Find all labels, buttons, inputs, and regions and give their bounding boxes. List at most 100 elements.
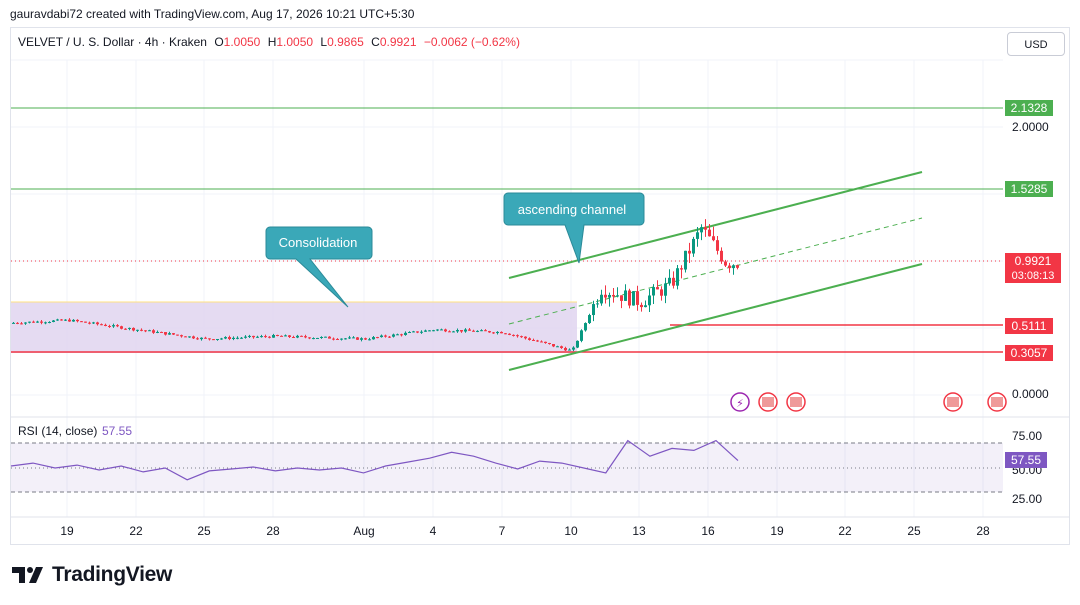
ascending-channel-callout[interactable]: ascending channel xyxy=(503,192,645,264)
candle xyxy=(408,331,411,333)
candles xyxy=(12,219,739,352)
candle xyxy=(44,322,47,324)
candle xyxy=(348,337,351,339)
rsi-tick-25: 25.00 xyxy=(1012,492,1042,506)
candle xyxy=(668,277,671,284)
candle xyxy=(76,319,79,322)
candle xyxy=(112,325,115,327)
lightning-event-icon[interactable] xyxy=(730,392,750,412)
symbol-name[interactable]: VELVET / U. S. Dollar · 4h · Kraken xyxy=(18,35,207,49)
time-tick-5: 4 xyxy=(430,524,437,538)
candle xyxy=(296,335,299,338)
candle xyxy=(480,330,483,332)
candle xyxy=(100,324,103,326)
candle xyxy=(244,336,247,338)
candle xyxy=(384,335,387,337)
candle xyxy=(704,227,707,230)
candle xyxy=(672,277,675,286)
candle xyxy=(300,335,303,337)
candle xyxy=(420,331,423,333)
time-axis[interactable]: 19 22 25 28 Aug 4 7 10 13 16 19 22 25 28 xyxy=(60,524,990,538)
candle xyxy=(412,331,415,333)
tradingview-logo[interactable]: TradingView xyxy=(12,563,172,587)
candle xyxy=(612,294,615,297)
candle xyxy=(532,339,535,341)
candle xyxy=(60,319,63,321)
time-tick-11: 22 xyxy=(838,524,852,538)
candle xyxy=(684,250,687,270)
candle xyxy=(96,322,99,325)
candle xyxy=(380,335,383,338)
candle xyxy=(16,322,19,324)
candle xyxy=(592,304,595,316)
candle xyxy=(84,321,87,323)
svg-text:0.5111: 0.5111 xyxy=(1012,319,1047,333)
channel-middle-line[interactable] xyxy=(508,217,923,325)
candle xyxy=(456,330,459,332)
svg-text:1.5285: 1.5285 xyxy=(1011,182,1048,196)
time-tick-1: 22 xyxy=(129,524,143,538)
candle xyxy=(56,319,59,321)
candle xyxy=(32,321,35,323)
candle xyxy=(648,295,651,306)
candle xyxy=(696,232,699,239)
candle xyxy=(564,347,567,351)
candle xyxy=(716,240,719,251)
candle xyxy=(200,337,203,340)
candle xyxy=(544,341,547,344)
candle xyxy=(144,330,147,332)
price-tick-0: 0.0000 xyxy=(1012,387,1049,401)
time-tick-13: 28 xyxy=(976,524,990,538)
ascending-channel-callout-text: ascending channel xyxy=(518,202,627,217)
candle xyxy=(520,336,523,338)
candle xyxy=(556,346,559,348)
currency-button[interactable]: USD xyxy=(1007,32,1065,56)
candle xyxy=(376,337,379,339)
candle xyxy=(108,325,111,327)
rsi-label: RSI (14, close) xyxy=(18,424,97,438)
candle xyxy=(676,268,679,286)
rsi-value-label: 57.55 xyxy=(1005,452,1047,468)
candle xyxy=(528,338,531,340)
candle xyxy=(260,336,263,338)
candle xyxy=(316,337,319,339)
candle xyxy=(460,330,463,332)
candle xyxy=(664,283,667,296)
candle xyxy=(680,268,683,270)
candle xyxy=(468,329,471,331)
candle xyxy=(432,330,435,332)
candle xyxy=(208,338,211,340)
time-tick-12: 25 xyxy=(907,524,921,538)
candle xyxy=(52,320,55,322)
candle xyxy=(552,344,555,347)
candle xyxy=(428,330,431,332)
candle xyxy=(724,261,727,266)
rsi-tick-75: 75.00 xyxy=(1012,429,1042,443)
channel-lower-line[interactable] xyxy=(508,263,923,371)
candle xyxy=(616,295,619,297)
candle xyxy=(312,338,315,340)
time-tick-10: 19 xyxy=(770,524,784,538)
candle xyxy=(140,329,143,331)
candle xyxy=(180,335,183,337)
tradingview-logo-text: TradingView xyxy=(52,563,173,586)
candle xyxy=(588,315,591,324)
open-label: O xyxy=(214,35,224,49)
candle xyxy=(388,336,391,338)
candle xyxy=(156,331,159,333)
candle xyxy=(536,340,539,342)
time-tick-4: Aug xyxy=(353,524,374,538)
chart-frame xyxy=(10,27,1070,545)
consolidation-callout[interactable]: Consolidation xyxy=(265,226,373,308)
candle xyxy=(136,329,139,331)
candle xyxy=(20,323,23,325)
tradingview-logo-icon xyxy=(12,567,43,583)
candle xyxy=(24,322,27,324)
candle xyxy=(88,322,91,324)
candle xyxy=(424,330,427,332)
candle xyxy=(404,332,407,336)
candle xyxy=(440,329,443,331)
candle xyxy=(92,322,95,324)
candle xyxy=(712,236,715,241)
